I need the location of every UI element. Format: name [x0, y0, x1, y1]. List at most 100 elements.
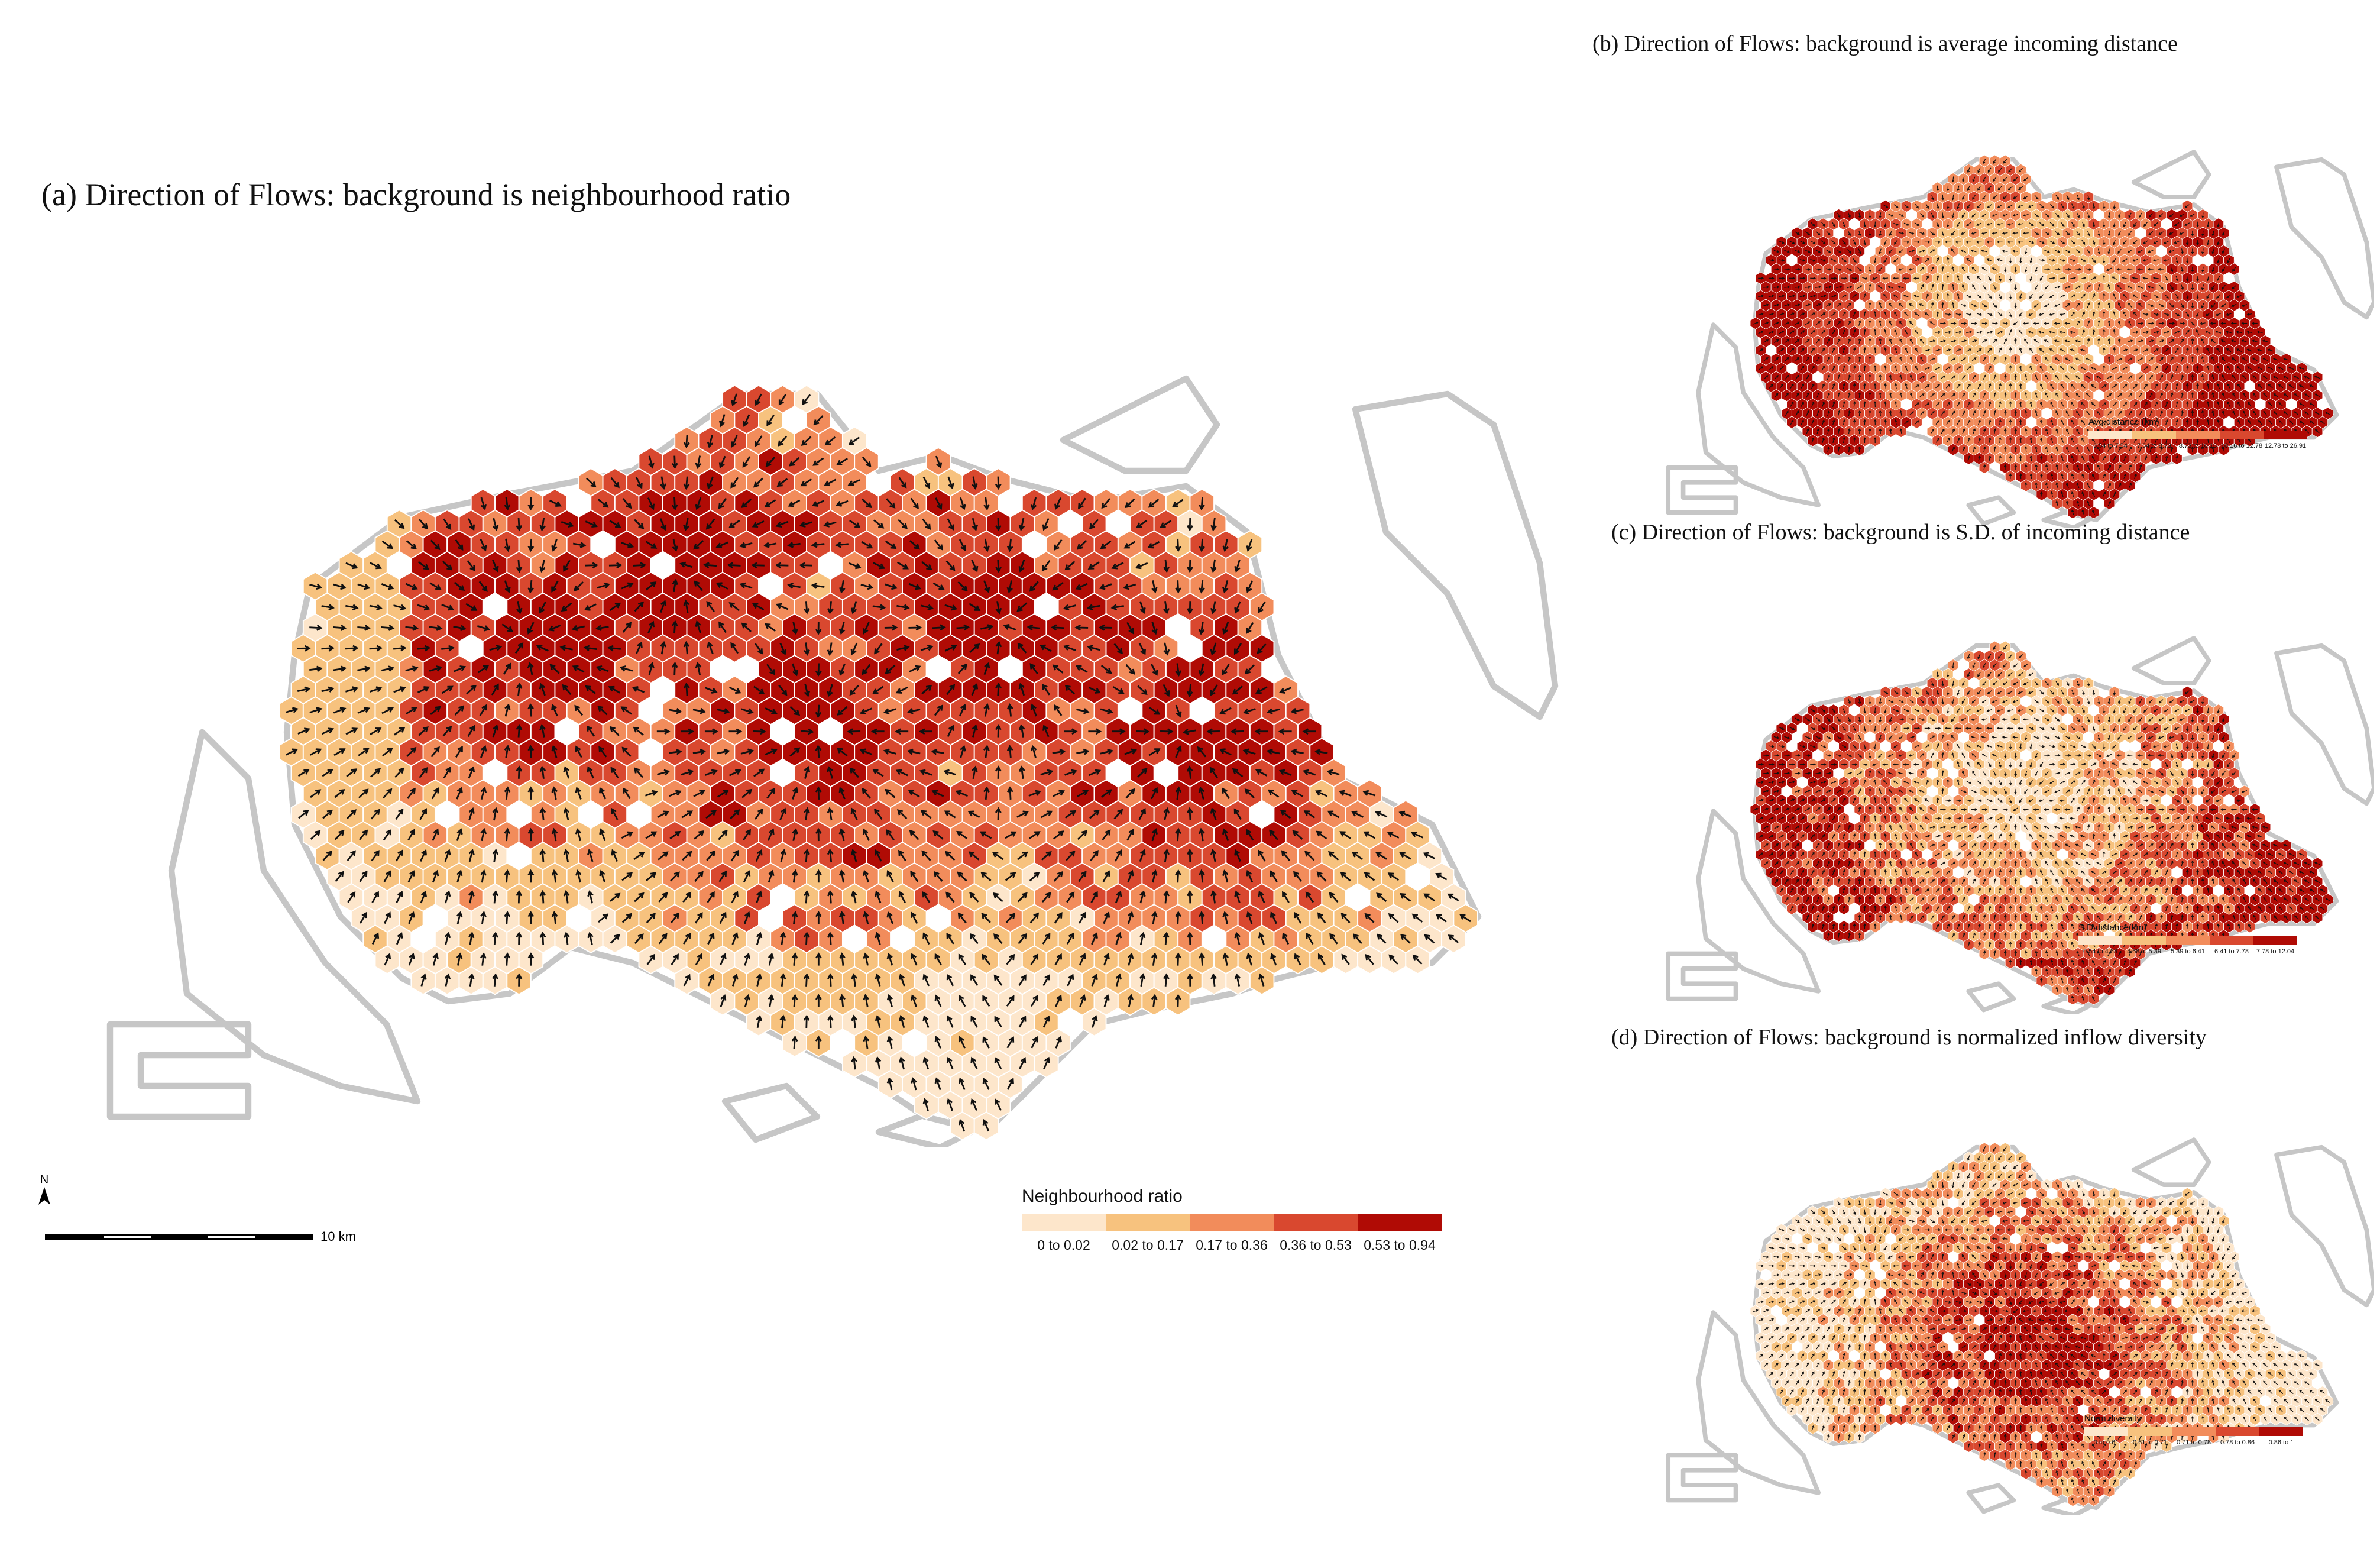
- flow-arrow: [2075, 249, 2081, 254]
- flow-arrow: [623, 787, 631, 800]
- flow-arrow: [1187, 518, 1193, 532]
- flow-arrow: [947, 518, 954, 531]
- flow-arrow: [2065, 249, 2071, 253]
- flow-arrow: [1981, 303, 1987, 308]
- flow-arrow: [2123, 240, 2127, 245]
- flow-arrow: [2256, 331, 2263, 334]
- flow-arrow: [1763, 286, 1769, 289]
- flow-arrow: [646, 912, 656, 924]
- flow-arrow: [2174, 331, 2180, 334]
- flow-arrow: [2196, 221, 2199, 228]
- flow-arrow: [1848, 212, 1851, 218]
- flow-arrow: [2158, 231, 2164, 235]
- flow-arrow: [2112, 419, 2117, 425]
- flow-arrow: [1894, 401, 1897, 408]
- flow-arrow: [1899, 428, 1903, 434]
- flow-arrow: [1123, 583, 1136, 590]
- flow-arrow: [2029, 473, 2033, 480]
- flow-arrow: [1961, 303, 1967, 307]
- flow-arrow: [419, 767, 428, 778]
- flow-arrow: [2040, 455, 2043, 461]
- flow-arrow: [1961, 392, 1965, 398]
- flow-arrow: [2217, 365, 2220, 371]
- flow-arrow: [1815, 286, 1821, 289]
- flow-arrow: [2139, 212, 2142, 218]
- legend-swatch: [2176, 431, 2220, 439]
- flow-arrow: [1053, 871, 1064, 882]
- flow-arrow: [2107, 500, 2111, 506]
- flow-arrow: [1920, 284, 1924, 290]
- flow-arrow: [2054, 339, 2060, 343]
- flow-arrow: [2158, 267, 2164, 271]
- flow-arrow: [551, 827, 558, 842]
- flow-arrow: [1858, 392, 1861, 398]
- flow-arrow: [1098, 624, 1112, 631]
- flow-arrow: [804, 642, 810, 656]
- flow-arrow: [2153, 240, 2159, 244]
- flow-arrow: [1209, 767, 1218, 779]
- flow-arrow: [875, 890, 882, 904]
- flow-arrow: [2081, 221, 2085, 227]
- flow-arrow: [1234, 973, 1241, 987]
- flow-arrow: [2054, 357, 2060, 361]
- flow-arrow: [2029, 401, 2033, 408]
- flow-arrow: [2029, 437, 2033, 444]
- flow-arrow: [2184, 204, 2190, 208]
- flow-arrow: [2054, 285, 2061, 289]
- flow-arrow: [480, 952, 487, 966]
- flow-arrow: [369, 604, 383, 611]
- flow-arrow: [1997, 312, 2003, 316]
- flow-arrow: [595, 665, 609, 672]
- flow-arrow: [874, 808, 883, 820]
- flow-arrow: [2018, 186, 2023, 190]
- flow-arrow: [2065, 464, 2069, 470]
- flow-arrow: [2045, 374, 2049, 380]
- flow-arrow: [2175, 293, 2179, 299]
- flow-arrow: [1785, 410, 1789, 416]
- legend-a: Neighbourhood ratio 0 to 0.02 0.02 to 0.…: [1022, 1186, 1442, 1253]
- flow-arrow: [1006, 1078, 1014, 1090]
- flow-arrow: [1848, 338, 1851, 344]
- flow-arrow: [1869, 374, 1871, 380]
- legend-swatch: [2264, 431, 2307, 439]
- flow-arrow: [1292, 830, 1303, 840]
- flow-arrow: [2258, 384, 2262, 389]
- flow-arrow: [2159, 357, 2164, 362]
- flow-arrow: [2159, 410, 2163, 416]
- flow-arrow: [1088, 687, 1101, 694]
- flow-arrow: [2226, 294, 2232, 299]
- flow-arrow: [1992, 214, 1997, 217]
- flow-arrow: [1897, 285, 1904, 289]
- flow-arrow: [309, 583, 323, 590]
- flow-arrow: [504, 745, 511, 758]
- flow-arrow: [608, 685, 621, 694]
- flow-arrow: [1785, 393, 1789, 398]
- flow-arrow: [2117, 357, 2123, 361]
- flow-arrow: [1187, 848, 1193, 862]
- flow-arrow: [1826, 249, 1831, 253]
- flow-arrow: [2273, 393, 2278, 397]
- flow-arrow: [2117, 248, 2122, 254]
- flow-arrow: [2013, 321, 2018, 325]
- flow-arrow: [1773, 250, 1780, 253]
- flow-arrow: [2175, 347, 2179, 353]
- flow-arrow: [1892, 277, 1899, 280]
- flow-arrow: [1988, 419, 1992, 425]
- flow-arrow: [1873, 365, 1877, 371]
- flow-arrow: [1945, 331, 1951, 334]
- flow-arrow: [885, 664, 896, 674]
- flow-arrow: [1863, 329, 1867, 335]
- flow-arrow: [456, 828, 463, 842]
- flow-arrow: [2122, 293, 2127, 299]
- flow-arrow: [2122, 258, 2128, 262]
- flow-arrow: [2087, 464, 2090, 470]
- flow-arrow: [381, 707, 394, 714]
- flow-arrow: [2222, 248, 2225, 254]
- flow-arrow: [1935, 438, 1939, 443]
- flow-arrow: [2148, 285, 2154, 289]
- flow-arrow: [2003, 428, 2007, 434]
- flow-arrow: [766, 788, 775, 799]
- reclaimed-land-outline: [1060, 375, 1220, 474]
- flow-arrow: [2117, 320, 2121, 326]
- flow-arrow: [873, 519, 885, 529]
